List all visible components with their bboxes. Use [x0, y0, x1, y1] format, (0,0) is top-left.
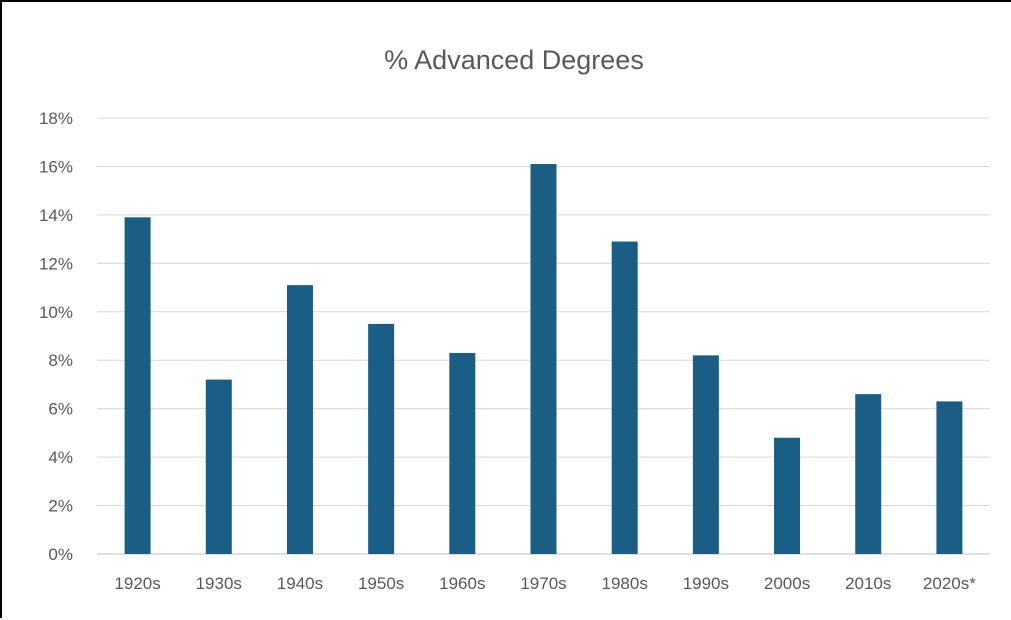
- bar-2010s: [855, 394, 882, 554]
- chart-title: % Advanced Degrees: [384, 45, 644, 75]
- bar-1930s: [205, 379, 232, 554]
- y-axis-tick-labels: 0% 2% 4% 6% 8% 10% 12% 14% 16% 18%: [39, 109, 73, 564]
- bar-1970s: [530, 164, 557, 554]
- x-tick-label: 1920s: [114, 574, 160, 593]
- x-tick-label: 1990s: [683, 574, 729, 593]
- bar-1990s: [692, 355, 719, 554]
- x-tick-label: 2020s*: [923, 574, 976, 593]
- x-tick-label: 1930s: [196, 574, 242, 593]
- y-tick-label: 8%: [48, 351, 73, 370]
- x-tick-label: 2010s: [845, 574, 891, 593]
- x-tick-label: 1940s: [277, 574, 323, 593]
- x-tick-label: 1980s: [602, 574, 648, 593]
- y-tick-label: 14%: [39, 206, 73, 225]
- bar-1980s: [611, 241, 638, 555]
- bar-1950s: [368, 323, 395, 554]
- y-tick-label: 16%: [39, 157, 73, 176]
- bar-1920s: [124, 217, 151, 555]
- y-tick-label: 2%: [48, 497, 73, 516]
- bar-2000s: [774, 437, 801, 554]
- x-tick-label: 1970s: [520, 574, 566, 593]
- x-axis-tick-labels: 1920s 1930s 1940s 1950s 1960s 1970s 1980s 1990s…: [114, 574, 976, 593]
- bars: [124, 164, 963, 555]
- bar-1960s: [449, 352, 476, 554]
- y-tick-label: 10%: [39, 303, 73, 322]
- x-tick-label: 2000s: [764, 574, 810, 593]
- x-tick-label: 1950s: [358, 574, 404, 593]
- bar-2020s: [936, 401, 963, 554]
- y-tick-label: 0%: [48, 545, 73, 564]
- y-tick-label: 6%: [48, 400, 73, 419]
- y-tick-label: 12%: [39, 254, 73, 273]
- y-tick-label: 18%: [39, 109, 73, 128]
- bar-1940s: [286, 285, 313, 554]
- y-tick-label: 4%: [48, 448, 73, 467]
- x-tick-label: 1960s: [439, 574, 485, 593]
